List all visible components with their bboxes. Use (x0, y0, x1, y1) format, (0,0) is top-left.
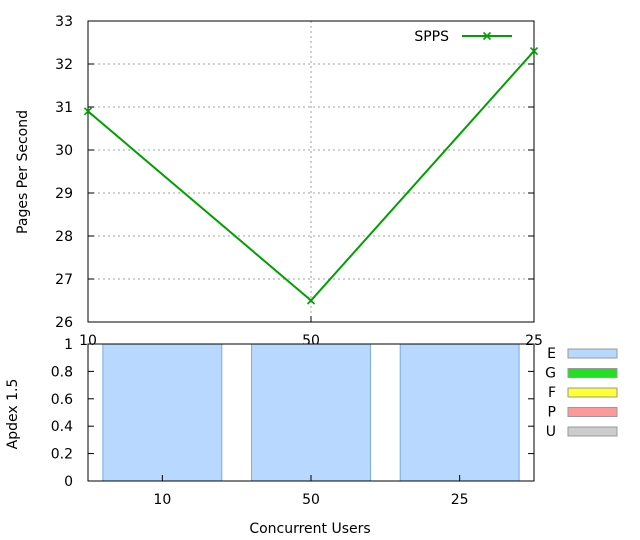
y-tick-label: 29 (55, 186, 73, 202)
bar-e-25 (399, 343, 520, 482)
legend-swatch-f (567, 387, 618, 398)
legend-label-f: F (548, 385, 556, 401)
y-tick-label: 0.2 (51, 447, 73, 463)
line-chart-grid (88, 21, 534, 322)
x-tick-label: 25 (451, 492, 469, 508)
bar-e-50 (251, 343, 371, 482)
line-chart: 26 27 28 29 30 31 32 33 10 50 25 SPPS Pages Per S… (15, 14, 543, 349)
x-tick-label: 10 (79, 333, 97, 349)
y-tick-label: 27 (55, 272, 73, 288)
legend-swatch-p (567, 407, 618, 417)
legend-label-u: U (546, 424, 556, 440)
line-chart-y-axis-label: Pages Per Second (15, 110, 31, 234)
legend-label-p: P (548, 405, 556, 421)
legend-label-spps: SPPS (414, 29, 449, 45)
apdex-y-axis-label: Apdex 1.5 (5, 379, 21, 450)
series-line-spps (87, 50, 535, 302)
y-tick-label: 30 (55, 143, 73, 159)
bar-e-10 (102, 343, 223, 482)
apdex-x-ticks: 10 50 25 (153, 475, 469, 508)
legend-swatch-g (567, 368, 618, 378)
y-tick-label: 31 (55, 100, 73, 116)
y-tick-label: 0.8 (51, 364, 73, 380)
legend-swatch-u (567, 426, 618, 437)
legend-swatch-e (567, 348, 618, 359)
y-tick-label: 33 (55, 14, 73, 30)
x-tick-label: 10 (153, 492, 171, 508)
y-tick-label: 32 (55, 57, 73, 73)
y-tick-label: 0.4 (51, 419, 73, 435)
legend-marker (482, 31, 492, 41)
x-tick-label: 25 (525, 333, 543, 349)
line-chart-y-ticks: 26 27 28 29 30 31 32 33 (55, 14, 534, 331)
line-chart-x-ticks: 10 50 25 (79, 316, 543, 349)
line-chart-legend: SPPS (414, 29, 512, 45)
data-point-marker (83, 107, 93, 116)
y-tick-label: 1 (64, 337, 73, 353)
y-tick-label: 26 (55, 315, 73, 331)
legend-label-e: E (547, 346, 556, 362)
data-point-marker (529, 47, 539, 56)
line-chart-series (83, 47, 539, 305)
legend-label-g: G (545, 366, 556, 382)
apdex-x-axis-label: Concurrent Users (249, 521, 370, 537)
apdex-y-ticks: 0 0.2 0.4 0.6 0.8 1 (51, 337, 534, 490)
apdex-bars (102, 343, 520, 482)
data-point-marker (306, 296, 316, 305)
x-tick-label: 50 (302, 492, 320, 508)
y-tick-label: 28 (55, 229, 73, 245)
y-tick-label: 0 (64, 474, 73, 490)
y-tick-label: 0.6 (51, 392, 73, 408)
